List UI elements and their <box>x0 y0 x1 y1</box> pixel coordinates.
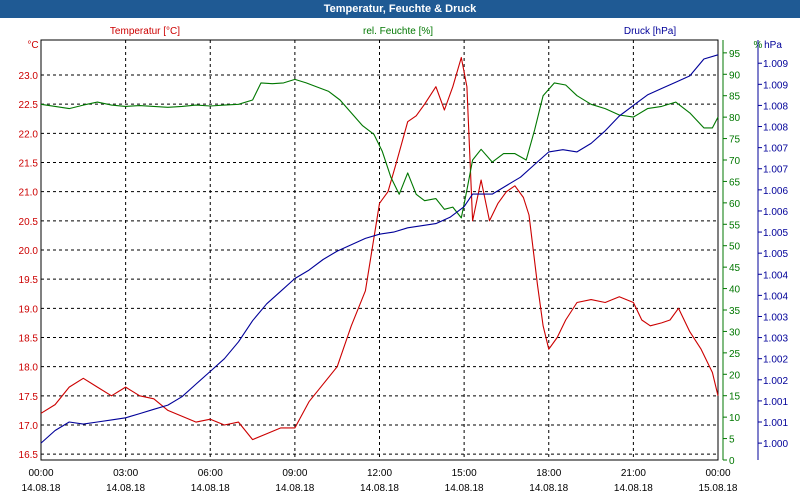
hum-tick-label: 45 <box>729 263 741 274</box>
hum-tick-label: 55 <box>729 220 741 231</box>
x-tick-label-time: 12:00 <box>367 468 392 479</box>
temp-tick-label: 21.0 <box>19 188 39 199</box>
temp-tick-label: 18.0 <box>19 363 39 374</box>
hum-tick-label: 10 <box>729 413 741 424</box>
hum-tick-label: 25 <box>729 349 741 360</box>
press-tick-label: 1.007 <box>763 144 788 155</box>
hum-tick-label: 40 <box>729 285 741 296</box>
hum-tick-label: 60 <box>729 199 741 210</box>
temp-tick-label: 20.5 <box>19 217 39 228</box>
temp-series-line <box>40 56 719 441</box>
hum-tick-label: 80 <box>729 113 741 124</box>
press-tick-label: 1.004 <box>763 270 788 281</box>
temp-tick-label: 16.5 <box>19 450 39 461</box>
chart-title: Temperatur, Feuchte & Druck <box>0 0 800 18</box>
press-tick-label: 1.003 <box>763 312 788 323</box>
temp-unit-label: °C <box>27 40 38 51</box>
hum-tick-label: 5 <box>729 435 735 446</box>
press-tick-label: 1.001 <box>763 397 788 408</box>
hum-tick-label: 35 <box>729 306 741 317</box>
x-tick-label-date: 14.08.18 <box>445 483 484 494</box>
x-tick-label-date: 15.08.18 <box>699 483 738 494</box>
x-tick-label-time: 18:00 <box>536 468 561 479</box>
hum-tick-label: 65 <box>729 177 741 188</box>
x-tick-label-date: 14.08.18 <box>106 483 145 494</box>
hum-tick-label: 30 <box>729 327 741 338</box>
temp-tick-label: 22.5 <box>19 100 39 111</box>
chart: Temperatur [°C] rel. Feuchte [%] Druck [… <box>19 26 789 494</box>
x-tick-label-date: 14.08.18 <box>22 483 61 494</box>
series-lines <box>40 54 719 444</box>
hum-tick-label: 20 <box>729 370 741 381</box>
x-tick-label-date: 14.08.18 <box>614 483 653 494</box>
hum-tick-label: 90 <box>729 70 741 81</box>
hum-tick-label: 0 <box>729 456 735 467</box>
x-tick-label-time: 06:00 <box>198 468 223 479</box>
press-tick-label: 1.005 <box>763 249 788 260</box>
press-tick-label: 1.000 <box>763 439 788 450</box>
temp-axis-title: Temperatur [°C] <box>110 26 180 37</box>
temp-tick-label: 19.5 <box>19 275 39 286</box>
temp-tick-label: 18.5 <box>19 334 39 345</box>
press-tick-label: 1.006 <box>763 207 788 218</box>
press-tick-label: 1.004 <box>763 291 788 302</box>
hum-tick-label: 85 <box>729 92 741 103</box>
press-tick-label: 1.008 <box>763 123 788 134</box>
hum-tick-label: 15 <box>729 392 741 403</box>
press-tick-label: 1.002 <box>763 355 788 366</box>
temp-tick-label: 23.0 <box>19 71 39 82</box>
x-tick-label-date: 14.08.18 <box>191 483 230 494</box>
press-tick-label: 1.001 <box>763 418 788 429</box>
x-tick-label-time: 00:00 <box>28 468 53 479</box>
hum-tick-label: 75 <box>729 135 741 146</box>
press-tick-label: 1.009 <box>763 59 788 70</box>
temp-tick-label: 21.5 <box>19 159 39 170</box>
press-tick-label: 1.009 <box>763 80 788 91</box>
x-tick-label-time: 15:00 <box>452 468 477 479</box>
hum-axis-title: rel. Feuchte [%] <box>363 26 433 37</box>
press-tick-label: 1.002 <box>763 376 788 387</box>
press-tick-label: 1.005 <box>763 228 788 239</box>
x-tick-label-date: 14.08.18 <box>275 483 314 494</box>
x-tick-label-date: 14.08.18 <box>529 483 568 494</box>
x-tick-label-time: 09:00 <box>282 468 307 479</box>
hum-tick-label: 70 <box>729 156 741 167</box>
temp-tick-label: 17.0 <box>19 421 39 432</box>
temp-tick-label: 17.5 <box>19 392 39 403</box>
press-tick-label: 1.008 <box>763 101 788 112</box>
hum-tick-label: 50 <box>729 242 741 253</box>
x-tick-label-time: 21:00 <box>621 468 646 479</box>
press-series-line <box>40 54 719 444</box>
temp-tick-label: 20.0 <box>19 246 39 257</box>
press-tick-label: 1.003 <box>763 334 788 345</box>
x-tick-label-date: 14.08.18 <box>360 483 399 494</box>
press-tick-label: 1.007 <box>763 165 788 176</box>
grid <box>40 39 719 461</box>
x-tick-label-time: 03:00 <box>113 468 138 479</box>
temp-tick-label: 19.0 <box>19 304 39 315</box>
axes: 00:00 14.08.18 03:00 14.08.18 06:00 14.08.18 0… <box>19 40 788 494</box>
hum-tick-label: 95 <box>729 49 741 60</box>
press-axis-title: Druck [hPa] <box>624 26 676 37</box>
press-unit-label: hPa <box>764 40 782 51</box>
temp-tick-label: 22.0 <box>19 129 39 140</box>
press-tick-label: 1.006 <box>763 186 788 197</box>
x-tick-label-time: 00:00 <box>705 468 730 479</box>
hum-series-line <box>40 78 719 219</box>
